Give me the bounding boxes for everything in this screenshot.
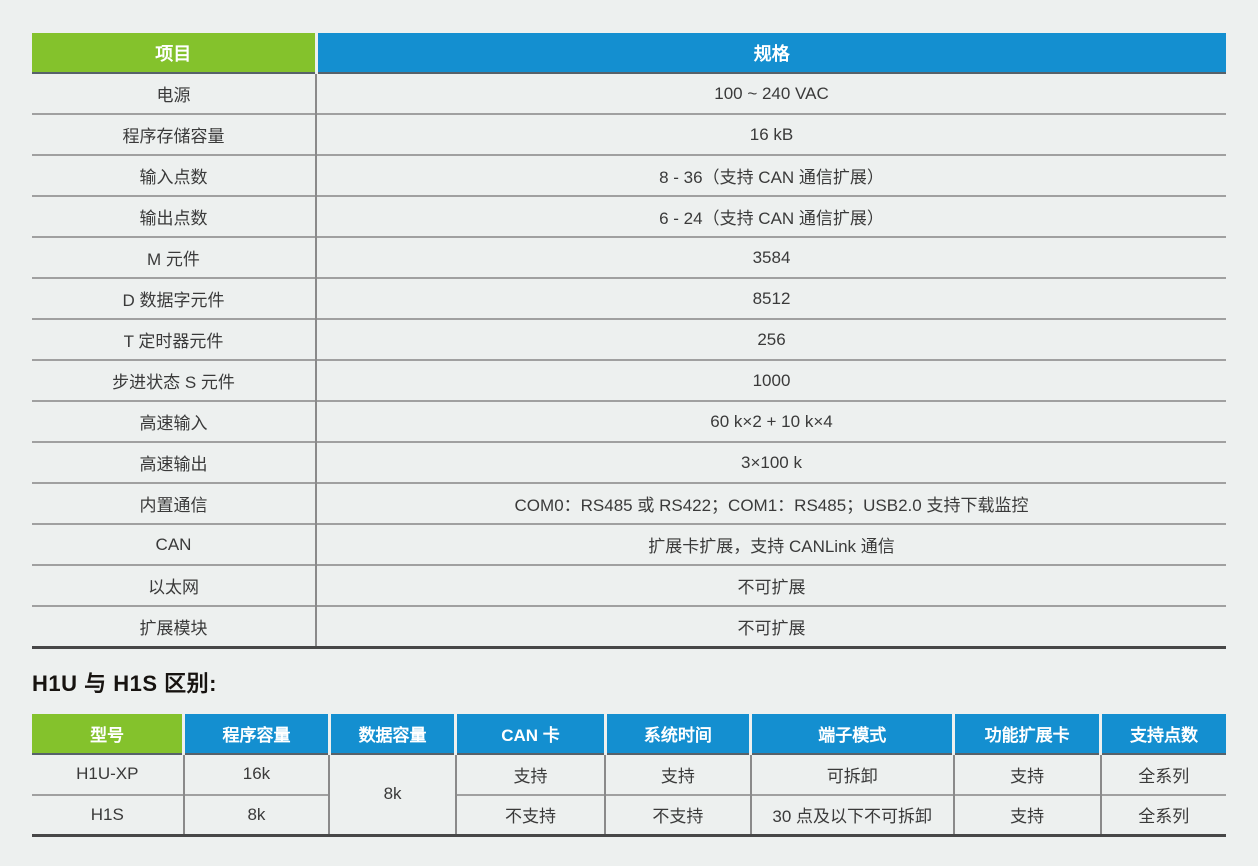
diff-program-cell: 16k — [182, 753, 330, 795]
spec-item-cell: M 元件 — [32, 236, 317, 278]
table-row: 高速输出 3×100 k — [32, 441, 1226, 483]
table-row: D 数据字元件 8512 — [32, 277, 1226, 319]
table-row: T 定时器元件 256 — [32, 318, 1226, 360]
spec-sheet-page: 项目 规格 电源 100 ~ 240 VAC 程序存储容量 16 kB 输入点数… — [32, 33, 1226, 837]
table-row: CAN 扩展卡扩展，支持 CANLink 通信 — [32, 523, 1226, 565]
diff-header-row: 型号 程序容量 数据容量 CAN 卡 系统时间 端子模式 功能扩展卡 支持点数 — [32, 713, 1226, 755]
table-row: 程序存储容量 16 kB — [32, 113, 1226, 155]
spec-item-cell: 步进状态 S 元件 — [32, 359, 317, 401]
diff-section-heading: H1U 与 H1S 区别: — [32, 670, 217, 696]
diff-terminal-cell: 30 点及以下不可拆卸 — [749, 793, 954, 837]
diff-expansion-cell: 支持 — [952, 793, 1101, 837]
spec-value-cell: 8512 — [316, 277, 1226, 319]
spec-value-cell: 1000 — [316, 359, 1226, 401]
diff-header-can-card: CAN 卡 — [455, 713, 607, 755]
spec-item-cell: 高速输入 — [32, 400, 317, 442]
spec-table-header: 项目 规格 — [32, 33, 1226, 74]
spec-header-row: 项目 规格 — [32, 33, 1226, 74]
diff-header-terminal-mode: 端子模式 — [750, 713, 956, 755]
diff-header-supported-points: 支持点数 — [1100, 713, 1226, 755]
table-row: 步进状态 S 元件 1000 — [32, 359, 1226, 401]
diff-table-header: 型号 程序容量 数据容量 CAN 卡 系统时间 端子模式 功能扩展卡 支持点数 — [32, 713, 1226, 755]
spec-value-cell: COM0：RS485 或 RS422；COM1：RS485；USB2.0 支持下… — [316, 482, 1226, 524]
spec-value-cell: 不可扩展 — [316, 564, 1226, 606]
spec-item-cell: 内置通信 — [32, 482, 317, 524]
table-row: H1S 8k 不支持 不支持 30 点及以下不可拆卸 支持 全系列 — [32, 793, 1226, 837]
spec-value-cell: 8 - 36（支持 CAN 通信扩展） — [316, 154, 1226, 196]
diff-model-cell: H1S — [32, 793, 184, 837]
spec-item-cell: 电源 — [32, 73, 317, 114]
diff-terminal-cell: 可拆卸 — [749, 753, 954, 795]
spec-item-cell: 程序存储容量 — [32, 113, 317, 155]
spec-value-cell: 3584 — [316, 236, 1226, 278]
spec-table: 项目 规格 电源 100 ~ 240 VAC 程序存储容量 16 kB 输入点数… — [32, 33, 1226, 649]
diff-can-cell: 不支持 — [454, 793, 606, 837]
spec-value-cell: 60 k×2 + 10 k×4 — [316, 400, 1226, 442]
spec-value-cell: 16 kB — [316, 113, 1226, 155]
spec-item-cell: T 定时器元件 — [32, 318, 317, 360]
diff-header-program-capacity: 程序容量 — [183, 713, 331, 755]
diff-can-cell: 支持 — [454, 753, 606, 795]
spec-value-cell: 6 - 24（支持 CAN 通信扩展） — [316, 195, 1226, 237]
diff-table: 型号 程序容量 数据容量 CAN 卡 系统时间 端子模式 功能扩展卡 支持点数 … — [32, 713, 1226, 837]
diff-table-body: H1U-XP 16k 8k 支持 支持 可拆卸 支持 全系列 H1S 8k 不支… — [32, 753, 1226, 837]
table-row: 电源 100 ~ 240 VAC — [32, 73, 1226, 114]
diff-header-expansion-card: 功能扩展卡 — [953, 713, 1103, 755]
diff-header-model: 型号 — [32, 713, 186, 755]
table-row: 高速输入 60 k×2 + 10 k×4 — [32, 400, 1226, 442]
spec-item-cell: 高速输出 — [32, 441, 317, 483]
diff-program-cell: 8k — [182, 793, 330, 837]
spec-value-cell: 3×100 k — [316, 441, 1226, 483]
spec-value-cell: 256 — [316, 318, 1226, 360]
diff-data-capacity-merged-cell: 8k — [328, 753, 456, 837]
table-row: H1U-XP 16k 8k 支持 支持 可拆卸 支持 全系列 — [32, 753, 1226, 837]
diff-points-cell: 全系列 — [1099, 793, 1226, 837]
spec-item-cell: CAN — [32, 523, 317, 565]
table-row: 输入点数 8 - 36（支持 CAN 通信扩展） — [32, 154, 1226, 196]
diff-model-cell: H1U-XP — [76, 764, 139, 783]
spec-value-cell: 不可扩展 — [316, 605, 1226, 649]
table-row: 以太网 不可扩展 — [32, 564, 1226, 606]
diff-points-cell: 全系列 — [1099, 753, 1226, 795]
spec-header-item: 项目 — [32, 33, 318, 74]
diff-expansion-cell: 支持 — [952, 753, 1101, 795]
diff-clock-cell: 支持 — [604, 753, 751, 795]
diff-header-data-capacity: 数据容量 — [329, 713, 458, 755]
spec-item-cell: 输出点数 — [32, 195, 317, 237]
diff-header-system-time: 系统时间 — [605, 713, 753, 755]
spec-item-cell: 输入点数 — [32, 154, 317, 196]
spec-header-spec: 规格 — [316, 33, 1226, 74]
table-row: 输出点数 6 - 24（支持 CAN 通信扩展） — [32, 195, 1226, 237]
diff-clock-cell: 不支持 — [604, 793, 751, 837]
spec-value-cell: 100 ~ 240 VAC — [714, 83, 829, 103]
spec-item-cell: 以太网 — [32, 564, 317, 606]
table-row: 内置通信 COM0：RS485 或 RS422；COM1：RS485；USB2.… — [32, 482, 1226, 524]
spec-item-cell: 扩展模块 — [32, 605, 317, 649]
table-row: 扩展模块 不可扩展 — [32, 605, 1226, 649]
spec-table-body: 电源 100 ~ 240 VAC 程序存储容量 16 kB 输入点数 8 - 3… — [32, 73, 1226, 649]
table-row: M 元件 3584 — [32, 236, 1226, 278]
spec-value-cell: 扩展卡扩展，支持 CANLink 通信 — [316, 523, 1226, 565]
spec-item-cell: D 数据字元件 — [32, 277, 317, 319]
